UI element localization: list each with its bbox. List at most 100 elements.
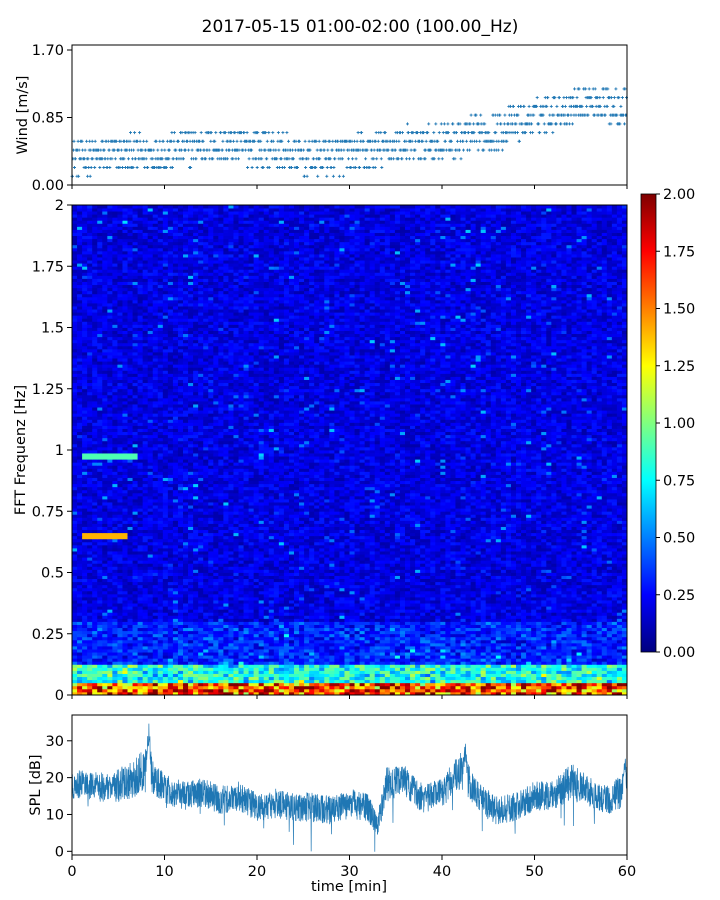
spectrogram-cell — [268, 584, 275, 589]
spectrogram-cell — [541, 639, 547, 644]
spectrogram-cell — [147, 624, 154, 629]
spectrogram-cell — [354, 575, 360, 580]
wind-ytick-label: 1.70 — [32, 43, 64, 59]
spectrogram-cell — [288, 658, 295, 662]
spectrogram-cell — [621, 633, 628, 638]
spectrogram-cell — [248, 652, 255, 656]
spectrogram-cell — [425, 612, 431, 616]
spectrogram-cell — [379, 679, 386, 684]
spectrogram-cell — [243, 667, 249, 671]
spectrogram-cell — [450, 667, 456, 671]
spectrogram-cell — [258, 578, 265, 583]
spectrogram-cell — [132, 627, 138, 632]
spectrogram-cell — [283, 688, 290, 693]
spectrogram-cell — [278, 633, 285, 638]
spectrogram-cell — [384, 664, 391, 668]
spectrogram-cell — [490, 667, 497, 671]
spectrogram-cell — [526, 578, 532, 583]
spectrogram-cell — [470, 563, 477, 567]
spectrogram-cell — [77, 584, 83, 589]
spectrogram-cell — [324, 685, 330, 690]
spectrogram-cell — [162, 560, 169, 564]
spectrogram-cell — [556, 569, 562, 573]
spectrogram-cell — [410, 572, 416, 576]
spectrogram-cell — [425, 658, 431, 662]
spectrogram-cell — [228, 676, 234, 681]
spectrogram-cell — [611, 600, 618, 604]
spectrogram-cell — [152, 679, 159, 684]
spectrogram-cell — [465, 649, 471, 653]
spectrogram-cell — [485, 569, 492, 573]
spectrogram-cell — [344, 642, 350, 647]
spectrogram-cell — [521, 661, 527, 665]
spectrogram-cell — [127, 633, 133, 638]
spectrogram-cell — [581, 621, 588, 625]
spectrogram-cell — [87, 642, 93, 647]
spectrogram-cell — [162, 603, 169, 607]
spectrogram-cell — [435, 655, 441, 659]
spectrogram-cell — [369, 618, 376, 622]
spectrogram-cell — [349, 572, 355, 576]
spectrogram-cell — [208, 600, 214, 604]
spectrogram-cell — [72, 624, 78, 629]
spectrogram-cell — [82, 642, 88, 647]
spectrogram-cell — [465, 615, 471, 619]
spectrogram-cell — [107, 606, 113, 610]
spectrogram-cell — [157, 688, 164, 693]
spectrogram-cell — [505, 572, 512, 576]
spectrogram-cell — [127, 566, 133, 570]
spectrogram-cell — [223, 603, 229, 607]
spectrogram-cell — [329, 618, 335, 622]
spectrogram-cell — [127, 636, 133, 641]
spectrogram-cell — [591, 581, 598, 586]
spectrogram-cell — [621, 606, 628, 610]
spectrogram-cell — [304, 572, 310, 576]
spectrogram-cell — [586, 688, 593, 693]
spectrogram-cell — [571, 630, 577, 635]
spectrogram-cell — [147, 587, 154, 592]
spectrogram-cell — [551, 581, 557, 586]
spectrogram-cell — [309, 682, 315, 687]
spectrogram-cell — [495, 655, 502, 659]
spectrogram-cell — [218, 600, 224, 604]
spectrogram-cell — [172, 664, 179, 668]
spectrogram-cell — [349, 664, 355, 668]
spectrogram-cell — [248, 584, 255, 589]
spectrogram-cell — [415, 661, 421, 665]
spectrogram-cell — [283, 600, 290, 604]
spectrogram-cell — [258, 649, 265, 653]
spectrogram-cell — [354, 621, 360, 625]
spectrogram-cell — [283, 691, 290, 696]
spectrogram-cell — [546, 649, 552, 653]
spectrogram-cell — [208, 578, 214, 583]
spectrogram-cell — [304, 627, 310, 632]
spectrogram-cell — [288, 642, 295, 647]
spectrogram-cell — [102, 627, 108, 632]
spectrogram-cell — [127, 603, 133, 607]
spectrogram-cell — [495, 606, 502, 610]
spectrogram-cell — [299, 658, 305, 662]
spectrogram-cell — [193, 590, 199, 595]
spectrogram-cell — [349, 679, 355, 684]
spectrogram-cell — [142, 673, 149, 678]
spectrogram-cell — [490, 670, 497, 674]
spectrogram-cell — [359, 563, 366, 567]
spectrogram-cell — [379, 621, 386, 625]
spectrogram-cell — [465, 630, 471, 635]
spectrogram-cell — [379, 676, 386, 681]
spectrogram-cell — [167, 661, 174, 665]
spectrogram-cell — [415, 621, 421, 625]
spectrogram-cell — [576, 575, 582, 580]
spectrogram-cell — [127, 609, 133, 613]
spectrogram-cell — [606, 688, 613, 693]
spectrogram-cell — [510, 560, 517, 564]
spectrogram-cell — [495, 572, 502, 576]
spectrogram-cell — [72, 670, 78, 674]
spectrogram-cell — [102, 688, 108, 693]
spectrogram-cell — [324, 593, 330, 598]
spectrogram-cell — [283, 633, 290, 638]
spectrogram-cell — [167, 572, 174, 576]
spectrogram-cell — [384, 639, 391, 644]
spectrogram-cell — [445, 673, 451, 678]
spectrogram-cell — [233, 642, 239, 647]
